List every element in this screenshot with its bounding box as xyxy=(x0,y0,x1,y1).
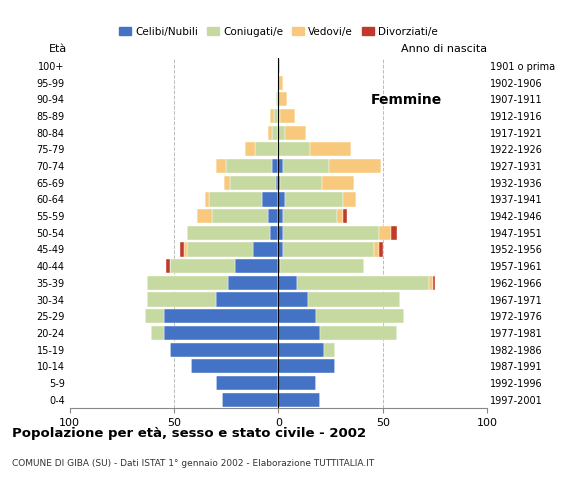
Bar xyxy=(205,192,209,206)
Bar xyxy=(433,276,435,290)
Bar xyxy=(278,309,316,324)
Bar xyxy=(282,209,337,223)
Bar xyxy=(307,292,400,307)
Bar xyxy=(151,326,164,340)
Bar xyxy=(324,343,335,357)
Bar xyxy=(272,126,278,140)
Bar xyxy=(272,159,278,173)
Bar xyxy=(281,109,295,123)
Bar xyxy=(278,326,320,340)
Bar xyxy=(278,359,335,373)
Bar xyxy=(328,159,380,173)
Bar xyxy=(234,259,278,273)
Bar xyxy=(285,192,343,206)
Text: Anno di nascita: Anno di nascita xyxy=(401,44,487,54)
Bar xyxy=(278,192,285,206)
Bar xyxy=(262,192,278,206)
Bar xyxy=(216,159,226,173)
Bar xyxy=(278,176,281,190)
Bar xyxy=(216,376,278,390)
Bar xyxy=(276,92,278,107)
Bar xyxy=(282,226,379,240)
Bar xyxy=(391,226,397,240)
Bar xyxy=(278,343,324,357)
Bar xyxy=(278,292,307,307)
Legend: Celibi/Nubili, Coniugati/e, Vedovi/e, Divorziati/e: Celibi/Nubili, Coniugati/e, Vedovi/e, Di… xyxy=(115,23,442,41)
Bar xyxy=(379,242,383,257)
Bar xyxy=(187,226,270,240)
Bar xyxy=(184,242,187,257)
Bar xyxy=(170,343,278,357)
Bar xyxy=(170,259,234,273)
Bar xyxy=(145,309,164,324)
Bar xyxy=(230,176,276,190)
Bar xyxy=(276,176,278,190)
Bar xyxy=(285,126,306,140)
Bar xyxy=(278,92,287,107)
Bar xyxy=(278,259,281,273)
Bar xyxy=(322,176,354,190)
Text: COMUNE DI GIBA (SU) - Dati ISTAT 1° gennaio 2002 - Elaborazione TUTTITALIA.IT: COMUNE DI GIBA (SU) - Dati ISTAT 1° genn… xyxy=(12,458,374,468)
Bar xyxy=(255,142,278,156)
Bar xyxy=(166,259,170,273)
Bar xyxy=(164,326,278,340)
Bar xyxy=(197,209,212,223)
Text: Popolazione per età, sesso e stato civile - 2002: Popolazione per età, sesso e stato civil… xyxy=(12,427,366,440)
Bar xyxy=(229,276,278,290)
Bar xyxy=(191,359,278,373)
Bar xyxy=(274,109,278,123)
Bar xyxy=(270,226,278,240)
Bar xyxy=(343,209,347,223)
Bar xyxy=(187,242,253,257)
Bar xyxy=(282,159,328,173)
Bar xyxy=(278,126,285,140)
Bar xyxy=(164,309,278,324)
Bar xyxy=(278,159,282,173)
Bar xyxy=(245,142,255,156)
Bar xyxy=(278,109,281,123)
Bar xyxy=(226,159,272,173)
Bar xyxy=(268,209,278,223)
Bar xyxy=(379,226,391,240)
Bar xyxy=(270,109,274,123)
Bar xyxy=(278,75,282,90)
Bar xyxy=(278,142,310,156)
Bar xyxy=(316,309,404,324)
Bar xyxy=(278,226,282,240)
Bar xyxy=(147,276,229,290)
Bar xyxy=(180,242,184,257)
Bar xyxy=(320,326,397,340)
Bar xyxy=(297,276,429,290)
Bar xyxy=(343,192,356,206)
Text: Età: Età xyxy=(49,44,67,54)
Bar xyxy=(253,242,278,257)
Bar xyxy=(212,209,268,223)
Bar xyxy=(268,126,272,140)
Bar xyxy=(310,142,351,156)
Bar xyxy=(282,242,375,257)
Bar xyxy=(278,209,282,223)
Text: Femmine: Femmine xyxy=(370,93,441,107)
Bar xyxy=(147,292,216,307)
Bar xyxy=(281,176,322,190)
Bar xyxy=(337,209,343,223)
Bar xyxy=(222,393,278,407)
Bar xyxy=(224,176,230,190)
Bar xyxy=(429,276,433,290)
Bar xyxy=(278,276,297,290)
Bar xyxy=(209,192,262,206)
Bar xyxy=(278,242,282,257)
Bar xyxy=(216,292,278,307)
Bar xyxy=(278,393,320,407)
Bar xyxy=(375,242,379,257)
Bar xyxy=(281,259,364,273)
Bar xyxy=(278,376,316,390)
Bar xyxy=(278,59,281,73)
